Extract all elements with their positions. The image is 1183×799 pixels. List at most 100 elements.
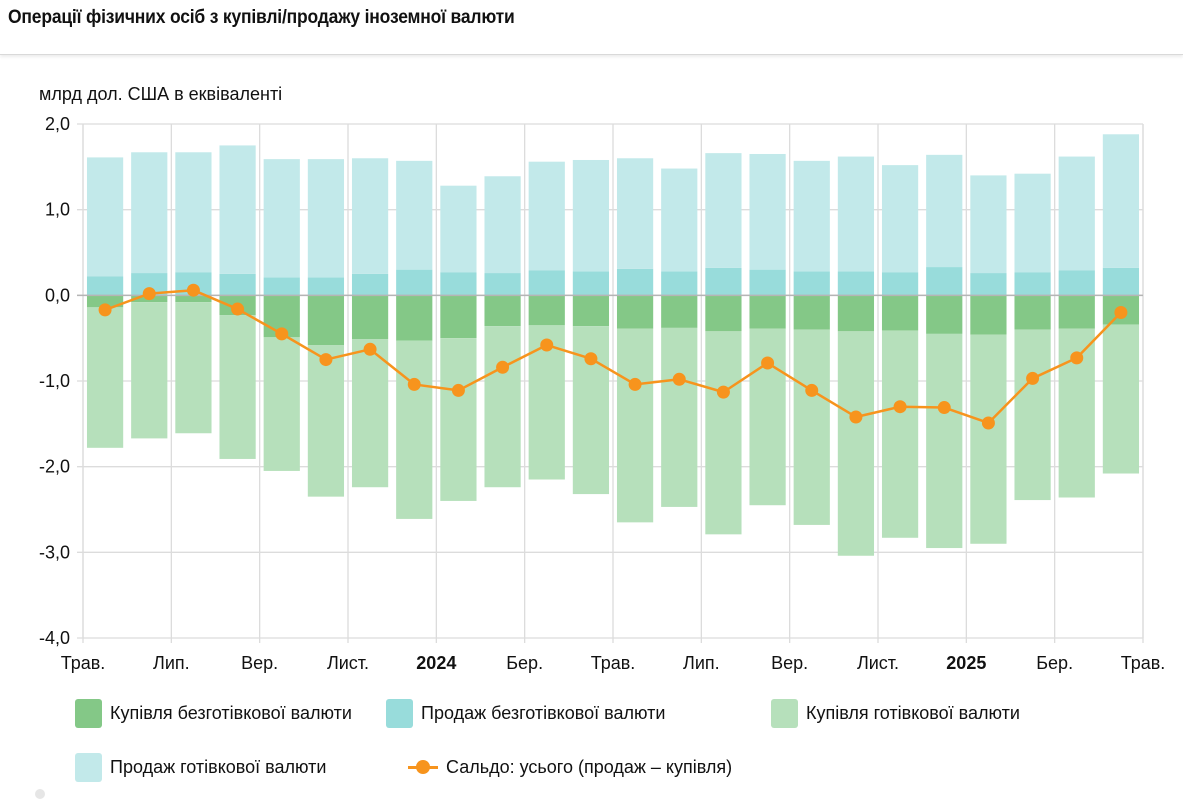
saldo-point[interactable] (186, 283, 200, 297)
bar-cash-sale (396, 160, 433, 270)
saldo-point[interactable] (937, 401, 951, 415)
legend: Купівля безготівкової валюти Продаж безг… (0, 690, 1183, 790)
saldo-point[interactable] (319, 353, 333, 367)
saldo-point[interactable] (540, 338, 554, 352)
saldo-point[interactable] (451, 383, 465, 397)
x-tick-label: Лист. (327, 653, 369, 673)
bar-noncash-sale (572, 271, 610, 296)
bar-noncash-sale (1058, 270, 1095, 296)
bar-cash-sale (926, 154, 963, 268)
legend-line-marker-icon (408, 753, 438, 782)
bar-cash-sale (131, 152, 168, 274)
x-tick-label: Лист. (857, 653, 899, 673)
legend-label: Купівля готівкової валюти (806, 703, 1020, 723)
saldo-point[interactable] (672, 372, 686, 386)
bar-noncash-sale (484, 273, 521, 296)
bar-noncash-purchase (1058, 295, 1095, 329)
legend-item-noncash-purchase[interactable]: Купівля безготівкової валюти (75, 699, 352, 728)
bar-noncash-purchase (926, 295, 963, 334)
saldo-point[interactable] (1026, 371, 1040, 385)
saldo-point[interactable] (628, 377, 642, 391)
bar-noncash-sale (926, 267, 963, 296)
bar-noncash-purchase (307, 295, 345, 346)
bar-noncash-sale (307, 277, 345, 296)
bar-noncash-purchase (1014, 295, 1051, 330)
saldo-point[interactable] (1070, 351, 1084, 365)
bar-cash-sale (749, 153, 786, 270)
bar-noncash-sale (351, 273, 389, 296)
legend-label: Продаж безготівкової валюти (421, 703, 666, 723)
legend-item-noncash-sale[interactable]: Продаж безготівкової валюти (386, 699, 665, 728)
bar-cash-sale (219, 145, 256, 274)
saldo-point[interactable] (496, 360, 510, 374)
saldo-point[interactable] (716, 385, 730, 399)
x-tick-label: Лип. (153, 653, 190, 673)
saldo-point[interactable] (1114, 305, 1128, 319)
bar-noncash-sale (616, 268, 654, 296)
saldo-point[interactable] (761, 356, 775, 370)
saldo-point[interactable] (893, 400, 907, 414)
chart-header: Операції фізичних осіб з купівлі/продажу… (0, 0, 1183, 55)
legend-item-cash-sale[interactable]: Продаж готівкової валюти (75, 753, 326, 782)
saldo-point[interactable] (231, 302, 245, 316)
bar-noncash-purchase (661, 295, 698, 328)
bar-cash-sale (837, 156, 875, 272)
bar-noncash-purchase (705, 295, 742, 332)
bar-noncash-sale (219, 273, 256, 296)
saldo-line (98, 283, 1128, 430)
bar-cash-sale (440, 185, 477, 273)
bar-cash-purchase (793, 329, 830, 525)
legend-item-cash-purchase[interactable]: Купівля готівкової валюти (771, 699, 1020, 728)
saldo-point[interactable] (275, 327, 289, 341)
legend-label: Сальдо: усього (продаж – купівля) (446, 757, 733, 777)
saldo-point[interactable] (142, 287, 156, 301)
x-tick-label: 2024 (416, 653, 456, 673)
legend-label: Продаж готівкової валюти (110, 757, 327, 777)
saldo-point[interactable] (98, 303, 112, 317)
saldo-point[interactable] (584, 352, 598, 366)
bar-noncash-sale (837, 271, 875, 296)
saldo-point[interactable] (407, 377, 421, 391)
saldo-point[interactable] (363, 342, 377, 356)
legend-swatch (75, 753, 102, 782)
bar-cash-purchase (219, 315, 256, 459)
saldo-point[interactable] (849, 410, 863, 424)
bar-noncash-purchase (616, 295, 654, 329)
y-tick-label: 2,0 (45, 114, 70, 134)
y-tick-label: 1,0 (45, 200, 70, 220)
saldo-point[interactable] (805, 383, 819, 397)
y-axis-unit-label: млрд дол. США в еквіваленті (39, 84, 283, 104)
legend-item-saldo[interactable]: Сальдо: усього (продаж – купівля) (408, 753, 732, 782)
bar-noncash-sale (749, 269, 786, 296)
bar-noncash-sale (528, 270, 565, 296)
x-tick-label: Бер. (506, 653, 543, 673)
bar-cash-purchase (175, 302, 212, 434)
bar-noncash-purchase (440, 295, 477, 339)
bar-cash-purchase (440, 338, 477, 501)
bar-cash-sale (616, 158, 654, 269)
bar-noncash-purchase (749, 295, 786, 329)
grid (77, 123, 1144, 643)
bar-cash-purchase (661, 327, 698, 507)
bar-noncash-sale (86, 276, 124, 296)
bar-noncash-sale (396, 269, 433, 296)
bar-noncash-purchase (528, 295, 565, 326)
bar-noncash-purchase (970, 295, 1007, 335)
bar-cash-purchase (572, 326, 610, 495)
bar-cash-purchase (307, 345, 345, 497)
bar-cash-sale (881, 165, 919, 273)
bar-cash-sale (572, 159, 610, 272)
saldo-point[interactable] (981, 416, 995, 430)
bar-noncash-sale (661, 271, 698, 296)
bar-cash-sale (528, 161, 565, 271)
y-tick-label: -2,0 (39, 457, 70, 477)
bar-cash-sale (86, 157, 124, 277)
bar-cash-purchase (396, 340, 433, 519)
bar-cash-purchase (749, 328, 786, 506)
bar-cash-purchase (1102, 324, 1140, 474)
bar-cash-sale (307, 159, 345, 278)
y-tick-label: 0,0 (45, 285, 70, 305)
bar-noncash-purchase (793, 295, 830, 330)
saldo-line-path (104, 288, 1122, 425)
legend-swatch (75, 699, 102, 728)
